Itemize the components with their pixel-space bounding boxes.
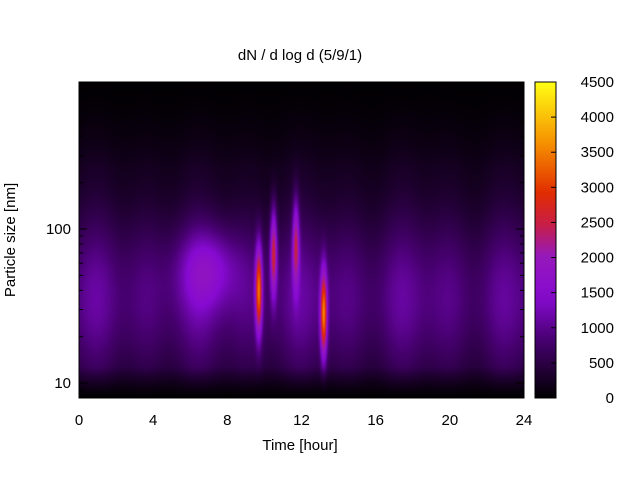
x-tick-label: 8 — [223, 412, 231, 429]
colorbar-tick-label: 2500 — [581, 214, 614, 231]
colorbar-tick-label: 4000 — [581, 109, 614, 126]
colorbar-tick-label: 500 — [589, 355, 614, 372]
colorbar: 0 500 1000 1500 2000 2500 3000 3500 4000 4500 — [534, 74, 614, 407]
y-tick-label: 100 — [46, 221, 71, 238]
x-tick-label: 0 — [75, 412, 83, 429]
colorbar-tick-label: 0 — [606, 390, 614, 407]
x-tick-label: 20 — [441, 412, 458, 429]
colorbar-tick-label: 2000 — [581, 250, 614, 267]
x-tick-label: 4 — [149, 412, 157, 429]
y-tick-label: 10 — [54, 375, 71, 392]
x-axis: 0 4 8 12 16 20 24 — [75, 82, 533, 429]
x-tick-label: 12 — [293, 412, 310, 429]
colorbar-gradient — [534, 81, 557, 399]
chart-title: dN / d log d (5/9/1) — [238, 47, 362, 64]
colorbar-tick-label: 4500 — [581, 74, 614, 91]
y-axis-label: Particle size [nm] — [2, 183, 19, 297]
heatmap-image — [79, 82, 524, 398]
heatmap-area — [79, 82, 524, 398]
x-tick-label: 16 — [367, 412, 384, 429]
colorbar-tick-label: 3000 — [581, 179, 614, 196]
colorbar-tick-label: 3500 — [581, 144, 614, 161]
x-tick-label: 24 — [516, 412, 533, 429]
y-axis: 10 100 — [46, 81, 524, 399]
x-axis-label: Time [hour] — [262, 437, 337, 454]
colorbar-tick-label: 1000 — [581, 320, 614, 337]
colorbar-tick-label: 1500 — [581, 285, 614, 302]
